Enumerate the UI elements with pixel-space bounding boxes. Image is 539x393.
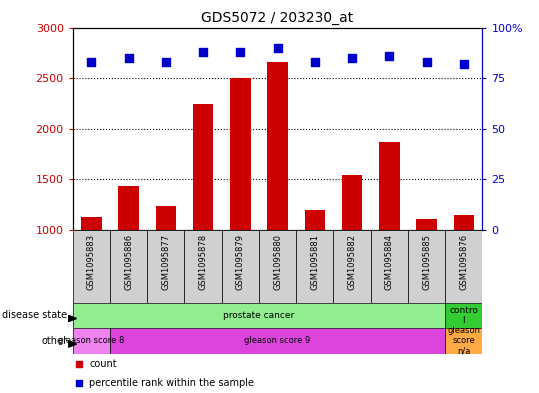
Text: count: count	[89, 358, 117, 369]
Bar	[222, 230, 259, 303]
Point	[348, 55, 356, 61]
Bar	[408, 230, 445, 303]
Text: percentile rank within the sample: percentile rank within the sample	[89, 378, 254, 388]
Point	[273, 44, 282, 51]
Bar	[296, 230, 334, 303]
Text: GSM1095877: GSM1095877	[161, 233, 170, 290]
Text: disease state: disease state	[2, 310, 67, 320]
Point	[422, 59, 431, 65]
Point	[199, 49, 208, 55]
Text: GSM1095876: GSM1095876	[459, 233, 468, 290]
Bar	[379, 142, 399, 230]
Bar	[156, 206, 176, 230]
Point	[385, 53, 393, 59]
Title: GDS5072 / 203230_at: GDS5072 / 203230_at	[202, 11, 354, 25]
Bar	[110, 230, 147, 303]
Polygon shape	[68, 315, 77, 321]
Text: GSM1095879: GSM1095879	[236, 233, 245, 290]
Text: GSM1095881: GSM1095881	[310, 233, 319, 290]
Bar	[259, 230, 296, 303]
Bar	[453, 215, 474, 230]
Bar	[110, 328, 445, 354]
Bar	[193, 105, 213, 230]
Bar	[184, 230, 222, 303]
Bar	[342, 175, 362, 230]
Text: gleason score 9: gleason score 9	[245, 336, 310, 345]
Text: gleason
score
n/a: gleason score n/a	[447, 326, 480, 356]
Bar	[334, 230, 371, 303]
Bar	[267, 62, 288, 230]
Bar	[416, 219, 437, 230]
Point	[74, 360, 83, 367]
Bar	[371, 230, 408, 303]
Text: prostate cancer: prostate cancer	[223, 311, 295, 320]
Bar	[230, 78, 251, 230]
Bar	[119, 186, 139, 230]
Point	[459, 61, 468, 67]
Text: GSM1095878: GSM1095878	[198, 233, 208, 290]
Bar	[445, 328, 482, 354]
Bar	[147, 230, 184, 303]
Point	[74, 380, 83, 386]
Text: contro
l: contro l	[450, 306, 478, 325]
Text: GSM1095884: GSM1095884	[385, 233, 394, 290]
Bar	[445, 230, 482, 303]
Polygon shape	[68, 341, 77, 347]
Text: GSM1095886: GSM1095886	[124, 233, 133, 290]
Text: other: other	[42, 336, 67, 346]
Bar	[73, 328, 110, 354]
Bar	[305, 209, 325, 230]
Point	[162, 59, 170, 65]
Bar	[445, 303, 482, 328]
Text: gleason score 8: gleason score 8	[58, 336, 125, 345]
Bar	[81, 217, 102, 230]
Text: GSM1095880: GSM1095880	[273, 233, 282, 290]
Text: GSM1095885: GSM1095885	[422, 233, 431, 290]
Point	[87, 59, 96, 65]
Point	[310, 59, 319, 65]
Text: GSM1095883: GSM1095883	[87, 233, 96, 290]
Point	[125, 55, 133, 61]
Bar	[73, 230, 110, 303]
Text: GSM1095882: GSM1095882	[348, 233, 357, 290]
Point	[236, 49, 245, 55]
